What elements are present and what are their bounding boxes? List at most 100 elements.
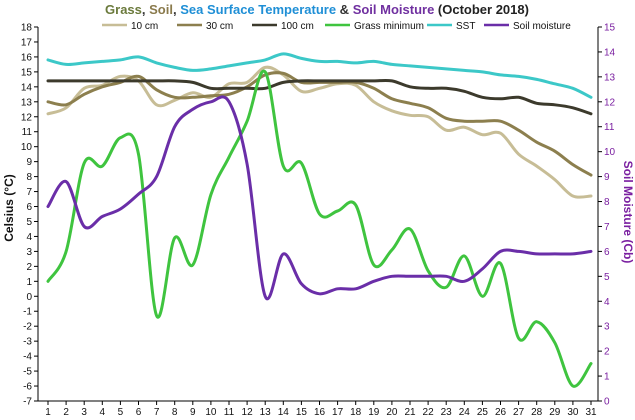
chart-title-group: Grass, Soil, Sea Surface Temperature & S… — [105, 2, 529, 17]
x-tick-label: 8 — [172, 407, 178, 418]
x-tick-label: 30 — [567, 407, 579, 418]
series-line-soil-moisture — [46, 95, 593, 301]
y-tick-label-right: 14 — [604, 47, 616, 58]
x-tick-label: 20 — [386, 407, 398, 418]
legend-label: 100 cm — [281, 21, 314, 32]
y-axis-label-right: Soil Moisture (Cb) — [621, 161, 635, 264]
x-tick-label: 19 — [368, 407, 380, 418]
legend-label: Grass minimum — [354, 21, 424, 32]
y-tick-label-left: 6 — [26, 202, 32, 213]
y-tick-label-right: 11 — [604, 122, 615, 133]
x-tick-label: 22 — [423, 407, 435, 418]
x-tick-label: 26 — [495, 407, 507, 418]
y-tick-label-left: 7 — [26, 187, 32, 198]
y-tick-label-left: 16 — [21, 52, 33, 63]
y-tick-label-left: 3 — [26, 247, 32, 258]
chart-title-part: Sea Surface Temperature — [180, 2, 336, 17]
y-tick-label-left: 14 — [21, 82, 33, 93]
x-tick-label: 7 — [154, 407, 160, 418]
chart-title-part: Grass — [105, 2, 142, 17]
x-tick-label: 12 — [242, 407, 254, 418]
y-tick-label-right: 10 — [604, 147, 616, 158]
x-tick-label: 9 — [190, 407, 196, 418]
y-tick-label-left: 8 — [26, 172, 32, 183]
chart-title-part: (October 2018) — [434, 2, 529, 17]
legend-label: Soil moisture — [513, 21, 571, 32]
x-tick-label: 4 — [100, 407, 106, 418]
chart-series — [46, 52, 593, 388]
y-tick-label-left: 4 — [26, 232, 32, 243]
x-tick-label: 2 — [63, 407, 69, 418]
chart-title-part: Soil Moisture — [353, 2, 435, 17]
y-tick-label-left: 11 — [22, 127, 33, 138]
y-tick-label-left: 5 — [26, 217, 32, 228]
y-tick-label-right: 13 — [604, 72, 616, 83]
y-tick-label-left: 17 — [21, 37, 33, 48]
x-tick-label: 15 — [296, 407, 308, 418]
y-tick-label-left: 2 — [26, 262, 32, 273]
series-line-10-cm — [46, 65, 593, 199]
x-tick-label: 14 — [278, 407, 290, 418]
x-tick-label: 11 — [224, 407, 235, 418]
y-tick-label-left: 18 — [21, 23, 33, 34]
series-line-grass-minimum — [46, 69, 593, 388]
x-tick-label: 27 — [513, 407, 525, 418]
series-line-100-cm — [46, 78, 593, 116]
x-tick-label: 18 — [350, 407, 362, 418]
x-tick-label: 17 — [332, 407, 344, 418]
y-tick-label-right: 12 — [604, 97, 616, 108]
y-tick-label-right: 7 — [604, 222, 610, 233]
chart-title-part: , — [142, 2, 149, 17]
y-tick-label-right: 3 — [604, 322, 610, 333]
x-tick-label: 6 — [136, 407, 142, 418]
y-tick-label-right: 9 — [604, 172, 610, 183]
y-tick-label-right: 1 — [604, 372, 610, 383]
y-tick-label-left: -4 — [23, 352, 32, 363]
x-tick-label: 10 — [205, 407, 217, 418]
y-tick-label-left: 12 — [21, 112, 33, 123]
y-axis-label-left: Celsius (°C) — [2, 174, 16, 241]
chart-axes: -7-6-5-4-3-2-101234567891011121314151617… — [21, 23, 616, 419]
series-line-sst — [46, 52, 593, 99]
x-tick-label: 24 — [459, 407, 471, 418]
y-tick-label-left: 0 — [26, 292, 32, 303]
x-tick-label: 29 — [549, 407, 561, 418]
chart-title-part: , — [173, 2, 180, 17]
x-tick-label: 1 — [45, 407, 51, 418]
y-tick-label-left: -3 — [23, 337, 32, 348]
y-tick-label-left: -7 — [23, 397, 32, 408]
y-tick-label-right: 5 — [604, 272, 610, 283]
y-tick-label-right: 4 — [604, 297, 610, 308]
y-tick-label-left: 13 — [21, 97, 33, 108]
x-tick-label: 3 — [81, 407, 87, 418]
y-tick-label-left: 15 — [21, 67, 33, 78]
x-tick-label: 25 — [477, 407, 489, 418]
x-tick-label: 31 — [585, 407, 597, 418]
chart-title: Grass, Soil, Sea Surface Temperature & S… — [105, 2, 529, 17]
y-tick-label-right: 0 — [604, 397, 610, 408]
y-tick-label-left: -6 — [23, 382, 32, 393]
legend-label: SST — [456, 21, 475, 32]
x-tick-label: 23 — [441, 407, 453, 418]
chart-legend: 10 cm 30 cm 100 cm Grass minimum SST Soil moi… — [102, 21, 571, 32]
chart-title-part: Soil — [149, 2, 173, 17]
x-tick-label: 21 — [404, 407, 416, 418]
y-tick-label-left: 1 — [26, 277, 32, 288]
legend-label: 30 cm — [206, 21, 233, 32]
y-tick-label-left: 9 — [26, 157, 32, 168]
chart-title-part: & — [336, 2, 353, 17]
y-tick-label-right: 2 — [604, 347, 610, 358]
x-tick-label: 5 — [118, 407, 124, 418]
y-tick-label-right: 8 — [604, 197, 610, 208]
x-tick-label: 13 — [260, 407, 272, 418]
y-tick-label-left: -2 — [23, 322, 32, 333]
x-tick-label: 16 — [314, 407, 326, 418]
y-tick-label-right: 6 — [604, 247, 610, 258]
y-tick-label-left: 10 — [21, 142, 33, 153]
x-tick-label: 28 — [531, 407, 543, 418]
y-tick-label-left: -5 — [23, 367, 32, 378]
y-tick-label-right: 15 — [604, 23, 616, 34]
y-tick-label-left: -1 — [23, 307, 32, 318]
